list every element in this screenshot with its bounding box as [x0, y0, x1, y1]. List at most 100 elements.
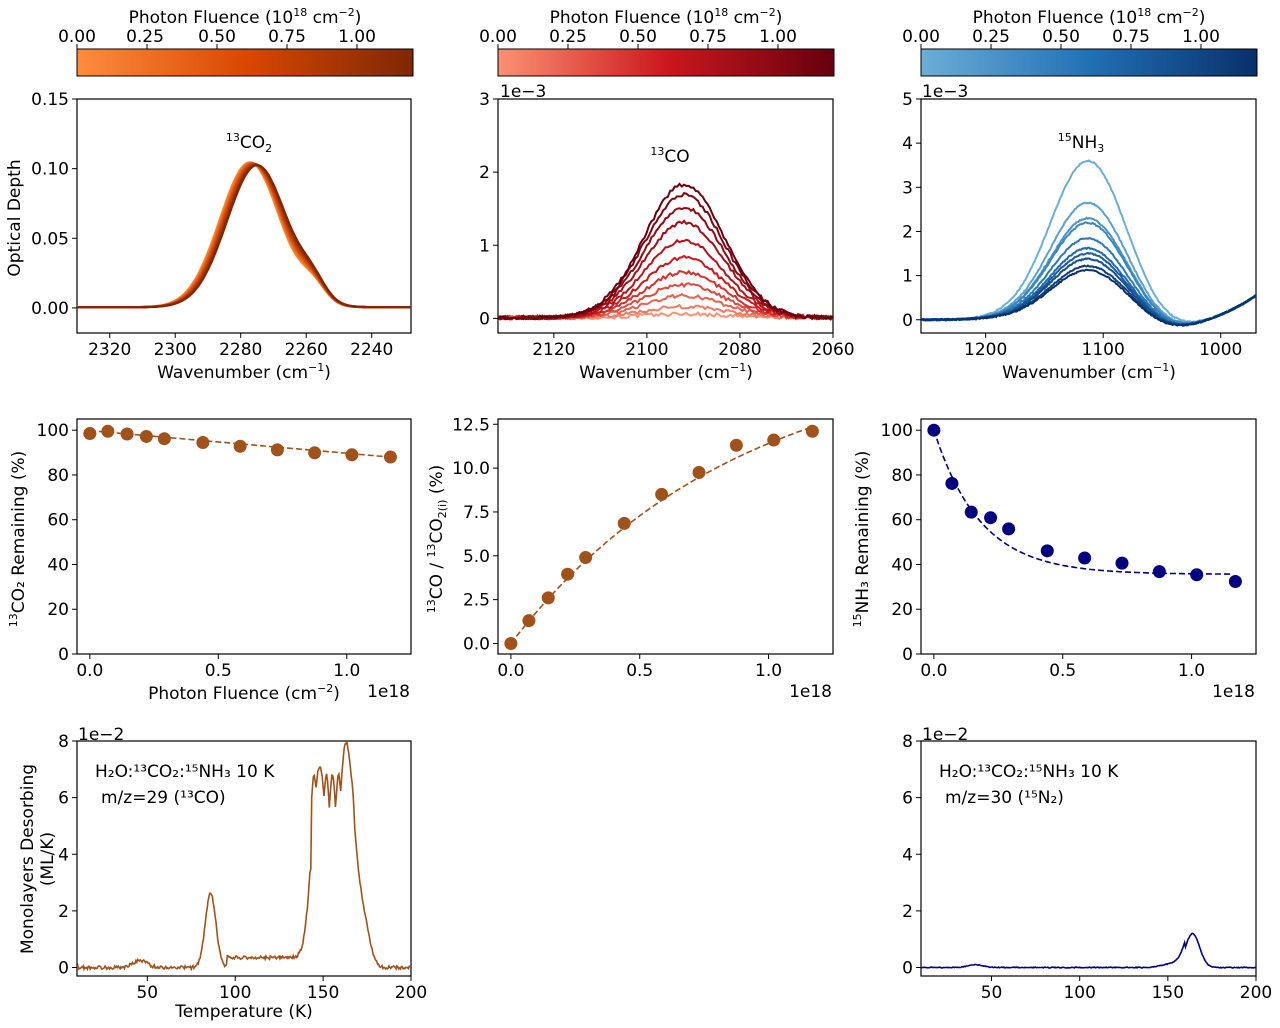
x-tick-label: 2300	[154, 340, 197, 360]
y-tick-label: 6	[902, 789, 913, 809]
y-axis-label-co-ratio: 13CO / 13CO2(i) (%)	[425, 465, 449, 614]
x-tick-label: 150	[307, 983, 339, 1003]
y-axis-label-tpd-units: (ML/K)	[38, 832, 58, 886]
data-point	[805, 424, 819, 438]
spectrum-line	[77, 162, 411, 309]
y-tick-label: 5	[902, 90, 913, 110]
data-point	[692, 465, 706, 479]
co2-band-annotation: 13CO2	[226, 131, 272, 155]
tpd-line	[77, 741, 411, 972]
y-tick-label: 0	[902, 959, 913, 979]
tpd_30-series	[921, 932, 1256, 969]
x-axis-label-fluence: Photon Fluence (cm−2)	[148, 682, 340, 704]
data-point	[729, 438, 743, 452]
data-point	[655, 487, 669, 501]
y-tick-label: 2	[479, 163, 490, 183]
x-tick-label: 100	[1063, 983, 1095, 1003]
colorbar-tick: 0.25	[972, 27, 1010, 47]
co2-spectra	[77, 161, 411, 309]
axes-frame	[497, 418, 834, 655]
x-tick-label: 0.0	[920, 661, 947, 681]
nh3_remaining-series	[927, 423, 1242, 588]
x-tick-label: 2240	[350, 340, 393, 360]
y-tick-label: 3	[902, 178, 913, 198]
y-tick-label: 6	[58, 789, 69, 809]
colorbar-orange: Photon Fluence (1018 cm−2) 0.00 0.25 0.5…	[58, 6, 414, 77]
x-tick-label: 1.0	[755, 661, 782, 681]
x-axis-label-wavenumber: Wavenumber (cm−1)	[157, 361, 331, 383]
spectrum-line	[498, 182, 833, 321]
spectrum-line	[921, 237, 1256, 326]
tpd_29-series	[77, 741, 411, 972]
data-point	[504, 636, 518, 650]
colorbar-gradient	[920, 48, 1258, 77]
spectrum-line	[77, 161, 411, 309]
axes-frame	[76, 98, 412, 334]
colorbar-label: Photon Fluence (1018 cm−2)	[550, 6, 783, 28]
axes-frame	[497, 98, 834, 334]
x-tick-label: 150	[1152, 983, 1184, 1003]
x-tick-label: 2060	[811, 340, 854, 360]
colorbar-blue: Photon Fluence (1018 cm−2) 0.00 0.25 0.5…	[902, 6, 1258, 77]
data-point	[541, 591, 555, 605]
axes-frame	[920, 418, 1257, 655]
data-point	[964, 505, 978, 519]
x-tick-label: 2260	[285, 340, 328, 360]
y-tick-label: 0	[479, 309, 490, 329]
x-tick-label: 50	[136, 983, 158, 1003]
spectrum-line	[921, 159, 1256, 324]
colorbar-tick: 0.75	[689, 27, 727, 47]
x-axis-label-wavenumber: Wavenumber (cm−1)	[579, 361, 753, 383]
fit-line	[510, 426, 811, 644]
x-tick-label: 200	[395, 983, 427, 1003]
tpd_30-axes: 50 100 150 200 0 2 4 6 8	[902, 732, 1272, 1003]
y-tick-label: 2	[902, 222, 913, 242]
spectrum-line	[77, 161, 411, 309]
co-band-annotation: 13CO	[650, 145, 689, 167]
spectrum-line	[77, 162, 411, 309]
data-point	[270, 443, 284, 457]
colorbar-tick: 0.50	[619, 27, 657, 47]
y-tick-label: 80	[47, 466, 69, 486]
data-point	[233, 439, 247, 453]
data-point	[1115, 556, 1129, 570]
x-tick-label: 2320	[88, 340, 131, 360]
data-point	[767, 433, 781, 447]
colorbar-tick: 0.50	[198, 27, 236, 47]
y-tick-label: 2.5	[463, 591, 490, 611]
y-tick-label: 40	[891, 555, 913, 575]
colorbar-tick: 0.00	[58, 27, 96, 47]
data-point	[561, 567, 575, 581]
y-tick-label: 0	[58, 645, 69, 665]
tpd-right-annotation-line1: H₂O:¹³CO₂:¹⁵NH₃ 10 K	[939, 762, 1119, 782]
y-tick-label: 0.0	[463, 634, 490, 654]
plot-area: 2320 2300 2280 2260 22400.000.050.100.152120…	[31, 90, 1272, 1003]
nh3_remaining-axes: 0.0 0.5 1.0 0 20 40 60 80 100	[881, 418, 1257, 681]
spectrum-line	[921, 251, 1256, 327]
x-tick-label: 200	[1240, 983, 1272, 1003]
spectrum-line	[77, 163, 411, 309]
co2_remaining-axes: 0.0 0.5 1.0 0 20 40 60 80 100	[37, 418, 412, 681]
data-point	[1152, 565, 1166, 579]
spectrum-line	[77, 163, 411, 309]
y-tick-label: 12.5	[452, 415, 490, 435]
spectrum-line	[77, 162, 411, 309]
y-tick-label: 4	[902, 134, 913, 154]
y-axis-label-co2-remaining: 13CO₂ Remaining (%)	[7, 451, 29, 628]
y-tick-label: 0.10	[31, 160, 69, 180]
nh3-spectra	[921, 159, 1256, 327]
data-point	[1002, 522, 1016, 536]
co_ratio-axes: 0.0 0.5 1.0 0.0 2.5 5.0 7.5 10.0 12.5	[452, 415, 834, 681]
colorbar-tick: 0.75	[1112, 27, 1150, 47]
data-point	[522, 614, 536, 628]
x-tick-label: 0.0	[497, 661, 524, 681]
y-tick-label: 20	[47, 600, 69, 620]
y-axis-label-nh3-remaining: 15NH₃ Remaining (%)	[851, 451, 873, 628]
y-axis-label-tpd: Monolayers Desorbing	[18, 764, 38, 954]
x-tick-label: 1100	[1082, 340, 1125, 360]
data-point	[196, 436, 210, 449]
x-tick-label: 100	[219, 983, 251, 1003]
colorbar-red: Photon Fluence (1018 cm−2) 0.00 0.25 0.5…	[479, 6, 835, 77]
y-tick-label: 0.15	[31, 90, 69, 110]
